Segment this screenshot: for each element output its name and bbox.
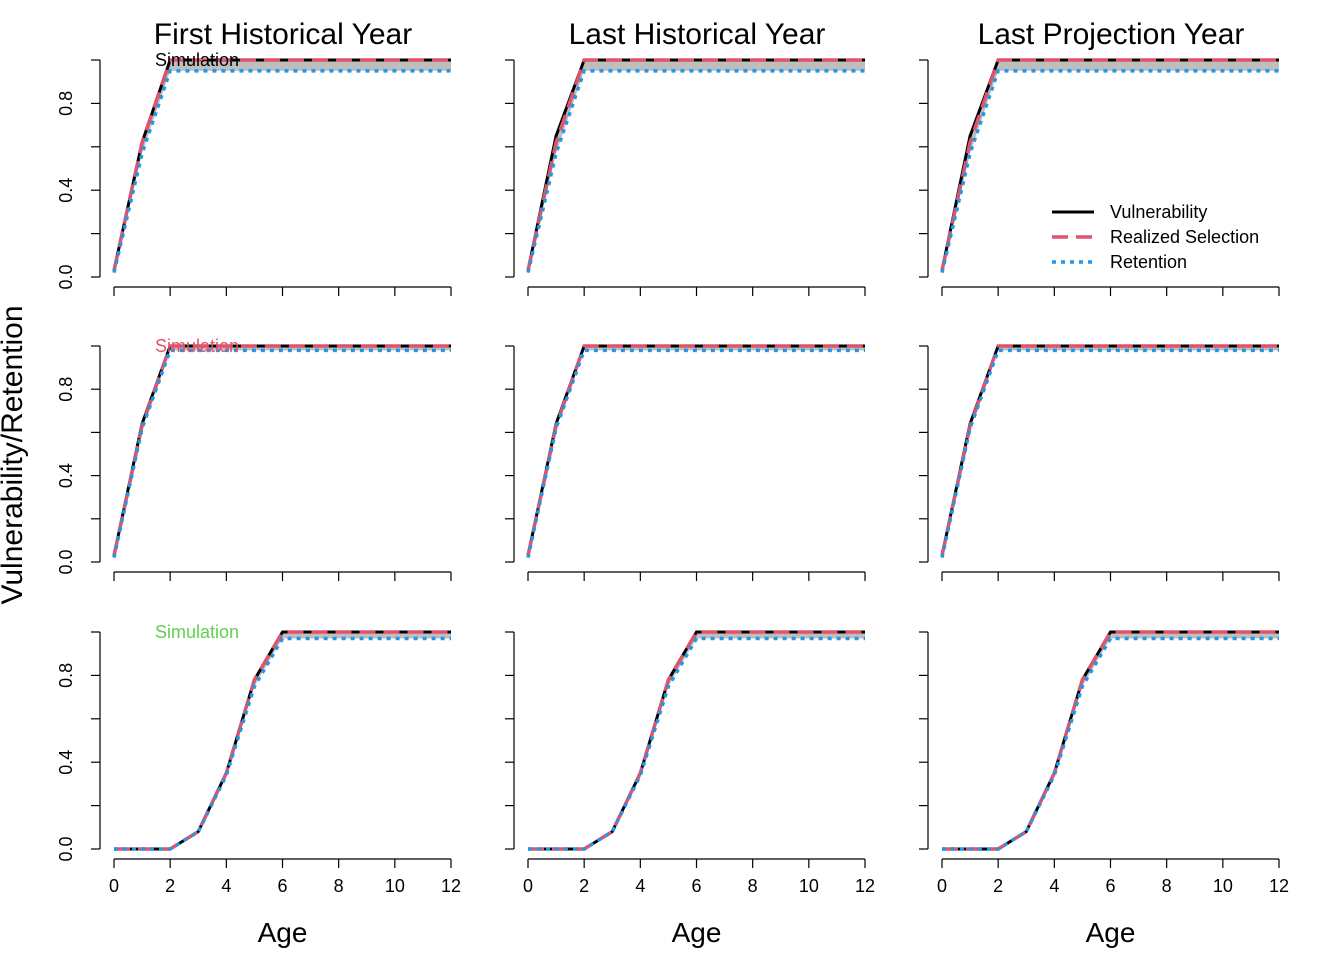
- x-tick-label: 2: [579, 876, 589, 896]
- x-tick-label: 0: [523, 876, 533, 896]
- row-label-simulation: Simulation: [155, 336, 239, 356]
- series-retention-line: [940, 348, 1279, 559]
- series-vulnerability-line: [114, 630, 451, 851]
- x-tick-label: 6: [1105, 876, 1115, 896]
- x-tick-label: 2: [993, 876, 1003, 896]
- x-tick-label: 6: [691, 876, 701, 896]
- x-tick-label: 12: [855, 876, 875, 896]
- column-title-3: Last Projection Year: [978, 18, 1245, 51]
- y-tick-label: 0.4: [56, 178, 76, 203]
- uncertainty-band: [942, 632, 1279, 849]
- series-realized-selection-line: [112, 58, 451, 271]
- panels-container: 0.00.40.8Simulation0.00.40.8Simulation0.…: [56, 50, 1289, 948]
- legend: Vulnerability Realized Selection Retention: [1052, 202, 1259, 272]
- x-tick-label: 2: [165, 876, 175, 896]
- series-realized-selection-line: [942, 630, 1279, 851]
- x-tick-label: 8: [1162, 876, 1172, 896]
- x-tick-label: 12: [441, 876, 461, 896]
- series-retention-line: [114, 636, 451, 851]
- series-retention-line: [526, 69, 865, 274]
- series-realized-selection-line: [526, 58, 865, 271]
- y-tick-label: 0.0: [56, 549, 76, 574]
- series-retention-line: [940, 69, 1279, 274]
- y-tick-label: 0.4: [56, 750, 76, 775]
- x-tick-label: 4: [1049, 876, 1059, 896]
- x-tick-label: 0: [937, 876, 947, 896]
- panel-r3-c2: 0 2 4 6 8 10 12 Age: [505, 630, 875, 948]
- series-vulnerability-line: [112, 344, 451, 556]
- panel-r3-c1: 0.0 0.4 0.8 0 2 4 6 8 10 12 Age Simulation: [56, 622, 461, 948]
- panel-r2-c1: 0.0 0.4 0.8 Simulation: [56, 336, 452, 581]
- series-vulnerability-line: [526, 58, 865, 271]
- panel-r2-c3: [919, 344, 1280, 581]
- x-tick-label: 12: [1269, 876, 1289, 896]
- legend-label-realized-selection: Realized Selection: [1110, 227, 1259, 247]
- uncertainty-band: [528, 60, 865, 273]
- x-tick-label: 6: [277, 876, 287, 896]
- series-realized-selection-line: [526, 344, 865, 556]
- x-tick-label: 10: [385, 876, 405, 896]
- series-realized-selection-line: [940, 58, 1279, 271]
- uncertainty-band: [528, 632, 865, 849]
- y-axis-label: Vulnerability/Retention: [0, 305, 29, 604]
- panel-r1-c3: [919, 58, 1280, 296]
- series-retention-line: [112, 69, 451, 274]
- x-axis-label: Age: [1086, 917, 1136, 948]
- y-tick-label: 0.4: [56, 463, 76, 488]
- series-retention-line: [112, 348, 451, 559]
- y-tick-label: 0.8: [56, 91, 76, 116]
- panel-r2-c2: [505, 344, 866, 581]
- series-retention-line: [942, 636, 1279, 851]
- series-vulnerability-line: [942, 630, 1279, 851]
- y-tick-label: 0.8: [56, 377, 76, 402]
- series-realized-selection-line: [528, 630, 865, 851]
- x-tick-label: 0: [109, 876, 119, 896]
- y-tick-label: 0.8: [56, 663, 76, 688]
- row-label-simulation: Simulation: [155, 50, 239, 70]
- x-tick-label: 10: [1213, 876, 1233, 896]
- series-retention-line: [526, 348, 865, 559]
- series-vulnerability-line: [526, 344, 865, 556]
- uncertainty-band: [114, 632, 451, 849]
- series-vulnerability-line: [940, 344, 1279, 556]
- x-tick-label: 4: [221, 876, 231, 896]
- series-realized-selection-line: [112, 344, 451, 556]
- series-vulnerability-line: [112, 58, 451, 271]
- uncertainty-band: [528, 346, 865, 558]
- panel-r3-c3: 0 2 4 6 8 10 12 Age: [919, 630, 1289, 948]
- uncertainty-band: [114, 346, 451, 558]
- x-tick-label: 10: [799, 876, 819, 896]
- legend-label-retention: Retention: [1110, 252, 1187, 272]
- y-tick-label: 0.0: [56, 264, 76, 289]
- x-tick-label: 8: [748, 876, 758, 896]
- x-axis-label: Age: [258, 917, 308, 948]
- column-title-1: First Historical Year: [154, 18, 412, 51]
- x-axis-label: Age: [672, 917, 722, 948]
- panel-r1-c1: 0.0 0.4 0.8 Simulation: [56, 50, 452, 296]
- column-title-2: Last Historical Year: [569, 18, 826, 51]
- series-realized-selection-line: [114, 630, 451, 851]
- y-tick-label: 0.0: [56, 836, 76, 861]
- series-realized-selection-line: [940, 344, 1279, 556]
- series-vulnerability-line: [528, 630, 865, 851]
- x-tick-label: 4: [635, 876, 645, 896]
- series-retention-line: [528, 636, 865, 851]
- panel-r1-c2: [505, 58, 866, 296]
- legend-label-vulnerability: Vulnerability: [1110, 202, 1207, 222]
- uncertainty-band: [114, 60, 451, 273]
- row-label-simulation: Simulation: [155, 622, 239, 642]
- uncertainty-band: [942, 346, 1279, 558]
- x-tick-label: 8: [334, 876, 344, 896]
